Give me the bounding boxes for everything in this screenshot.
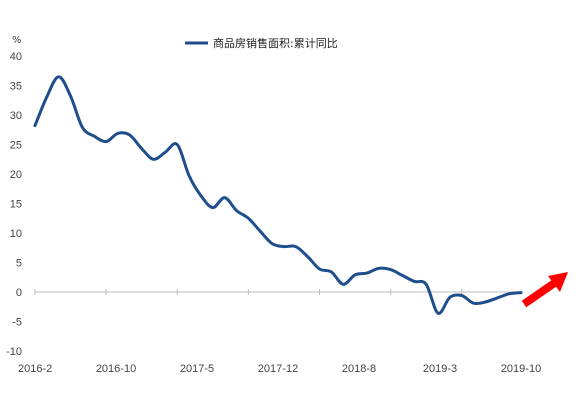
y-unit-label: % [12, 35, 22, 46]
x-tick-label: 2019-3 [423, 363, 457, 375]
x-tick-label: 2018-8 [342, 363, 376, 375]
trend-arrow-shaft [521, 278, 559, 308]
y-tick-label: 5 [16, 258, 22, 270]
y-tick-label: -5 [12, 317, 22, 329]
trend-arrow-head [548, 272, 568, 292]
y-tick-label: 10 [10, 228, 22, 240]
y-tick-label: 25 [10, 140, 22, 152]
x-tick-label: 2019-10 [501, 363, 541, 375]
x-tick-label: 2016-10 [96, 363, 136, 375]
legend: 商品房销售面积:累计同比 [185, 36, 338, 50]
x-tick-label: 2016-2 [18, 363, 52, 375]
y-tick-label: 0 [16, 287, 22, 299]
y-tick-label: 40 [10, 51, 22, 63]
y-tick-label: -10 [6, 346, 22, 358]
series-line [33, 75, 523, 315]
y-tick-label: 15 [10, 199, 22, 211]
x-tick-label: 2017-12 [258, 363, 298, 375]
legend-label: 商品房销售面积:累计同比 [213, 36, 338, 50]
x-tick-label: 2017-5 [180, 363, 214, 375]
y-tick-label: 30 [10, 110, 22, 122]
y-tick-label: 35 [10, 81, 22, 93]
y-tick-label: 20 [10, 169, 22, 181]
